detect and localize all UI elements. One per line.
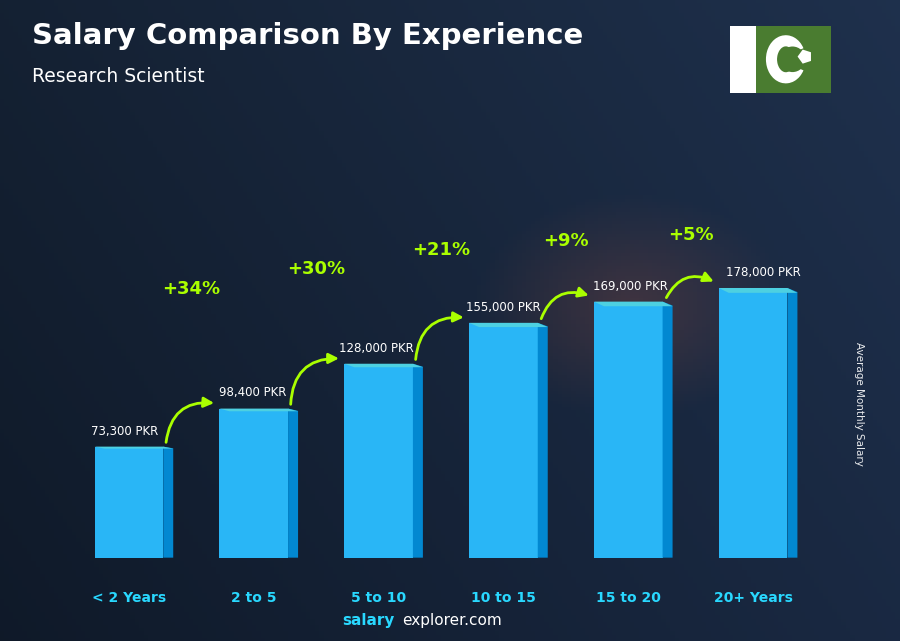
Polygon shape: [788, 288, 797, 558]
Bar: [755, 26, 832, 93]
Polygon shape: [163, 447, 173, 558]
Polygon shape: [344, 363, 413, 558]
Text: 10 to 15: 10 to 15: [471, 591, 536, 605]
Text: 20+ Years: 20+ Years: [714, 591, 793, 605]
Polygon shape: [594, 302, 662, 558]
Polygon shape: [220, 408, 298, 412]
Text: 5 to 10: 5 to 10: [351, 591, 406, 605]
Polygon shape: [288, 408, 298, 558]
Text: salary: salary: [342, 613, 394, 628]
Text: Research Scientist: Research Scientist: [32, 67, 204, 87]
Text: +5%: +5%: [668, 226, 714, 244]
Text: +21%: +21%: [412, 242, 470, 260]
Polygon shape: [719, 288, 788, 558]
Text: 178,000 PKR: 178,000 PKR: [725, 266, 800, 279]
Circle shape: [779, 47, 806, 72]
Polygon shape: [662, 302, 672, 558]
Text: 128,000 PKR: 128,000 PKR: [338, 342, 413, 354]
Bar: [730, 26, 755, 93]
Text: 169,000 PKR: 169,000 PKR: [593, 279, 668, 292]
Text: 15 to 20: 15 to 20: [596, 591, 661, 605]
Text: Salary Comparison By Experience: Salary Comparison By Experience: [32, 22, 583, 51]
Polygon shape: [94, 447, 163, 558]
Polygon shape: [469, 323, 548, 327]
Polygon shape: [719, 288, 797, 293]
Text: 98,400 PKR: 98,400 PKR: [219, 387, 286, 399]
Polygon shape: [538, 323, 548, 558]
Text: 2 to 5: 2 to 5: [231, 591, 276, 605]
FancyBboxPatch shape: [730, 26, 832, 93]
Polygon shape: [220, 408, 288, 558]
Text: < 2 Years: < 2 Years: [92, 591, 166, 605]
Text: explorer.com: explorer.com: [402, 613, 502, 628]
Text: +30%: +30%: [287, 260, 346, 278]
Polygon shape: [344, 363, 423, 367]
Text: 73,300 PKR: 73,300 PKR: [92, 424, 158, 438]
Text: +9%: +9%: [543, 232, 589, 250]
Polygon shape: [594, 302, 672, 306]
Polygon shape: [469, 323, 538, 558]
Text: Average Monthly Salary: Average Monthly Salary: [854, 342, 865, 466]
Polygon shape: [413, 363, 423, 558]
Text: +34%: +34%: [162, 280, 220, 298]
Text: 155,000 PKR: 155,000 PKR: [466, 301, 541, 313]
Polygon shape: [94, 447, 173, 449]
